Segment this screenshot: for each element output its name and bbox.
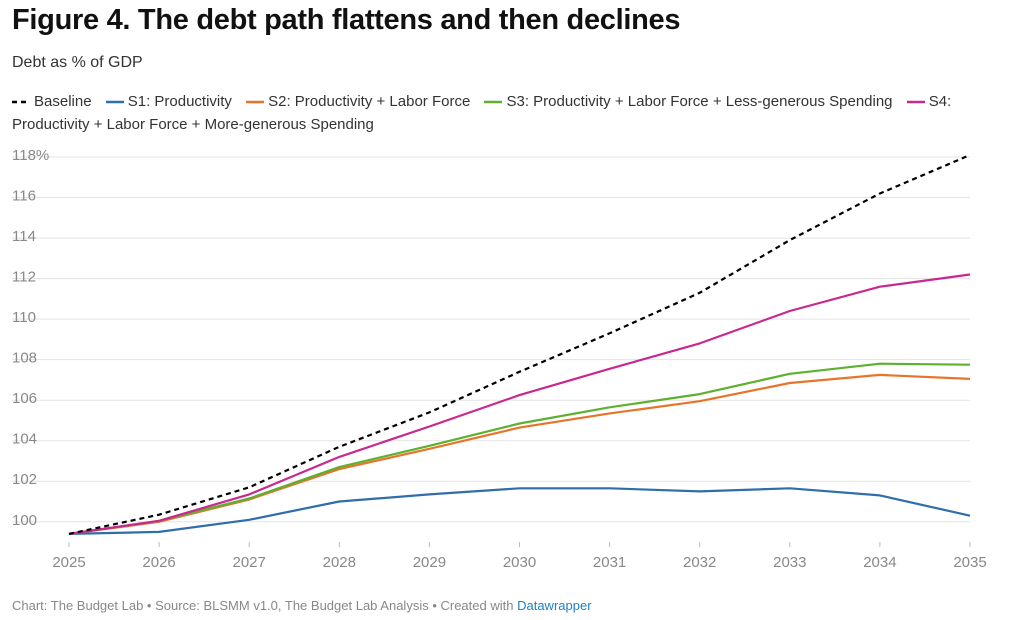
legend-swatch [12, 100, 30, 104]
x-tick-label: 2027 [233, 554, 266, 571]
source: Chart: The Budget Lab • Source: BLSMM v1… [12, 598, 514, 613]
x-tick-label: 2026 [142, 554, 175, 571]
legend-label: S4: Productivity + Labor Force + More-ge… [12, 93, 952, 133]
legend-swatch [246, 100, 265, 104]
y-tick-label: 100 [12, 512, 37, 529]
legend-item: S3: Productivity + Labor Force + Less-ge… [484, 93, 893, 110]
series-line [68, 362, 971, 535]
series-line [68, 273, 971, 535]
y-tick-label: 104 [12, 431, 37, 448]
y-tick-label: 106 [12, 390, 37, 407]
x-tick-label: 2032 [683, 554, 716, 571]
legend-label: S1: Productivity [127, 93, 232, 110]
legend-swatch [906, 100, 925, 104]
legend-item: S1: Productivity [105, 93, 232, 110]
x-tick-label: 2031 [593, 554, 626, 571]
y-tick-label: 102 [12, 471, 37, 488]
footer: Chart: The Budget Lab • Source: BLSMM v1… [12, 598, 592, 613]
x-tick-label: 2033 [773, 554, 806, 571]
series-line [68, 487, 971, 535]
x-tick-label: 2030 [503, 554, 536, 571]
legend-label: Baseline [34, 93, 92, 110]
x-tick-label: 2029 [413, 554, 446, 571]
legend: Baseline S1: Productivity S2: Productivi… [12, 90, 1002, 136]
x-tick-label: 2035 [953, 554, 986, 571]
legend-swatch [484, 100, 503, 104]
y-tick-label: 114 [12, 228, 36, 245]
y-tick-label: 110 [12, 309, 36, 326]
y-tick-label: 108 [12, 350, 37, 367]
legend-label: S2: Productivity + Labor Force [268, 93, 471, 110]
x-tick-label: 2028 [323, 554, 356, 571]
series-line [68, 153, 971, 535]
legend-label: S3: Productivity + Labor Force + Less-ge… [506, 93, 893, 110]
plot: 100 102 104 106 108 110 112 114 116 118% 2025 2026 2… [12, 147, 987, 571]
legend-item: Baseline [12, 93, 92, 110]
legend-item: S4: Productivity + Labor Force + More-ge… [12, 93, 951, 133]
source-link[interactable]: Datawrapper [517, 598, 592, 613]
legend-swatch [105, 100, 124, 104]
y-tick-label: 112 [12, 269, 36, 286]
legend-item: S2: Productivity + Labor Force [246, 93, 470, 110]
x-tick-label: 2025 [52, 554, 85, 571]
chart-title: Figure 4. The debt path flattens and the… [12, 4, 681, 36]
chart-subtitle: Debt as % of GDP [12, 54, 143, 71]
x-tick-label: 2034 [863, 554, 896, 571]
y-tick-label: 116 [12, 188, 36, 205]
y-tick-label: 118% [12, 147, 49, 164]
